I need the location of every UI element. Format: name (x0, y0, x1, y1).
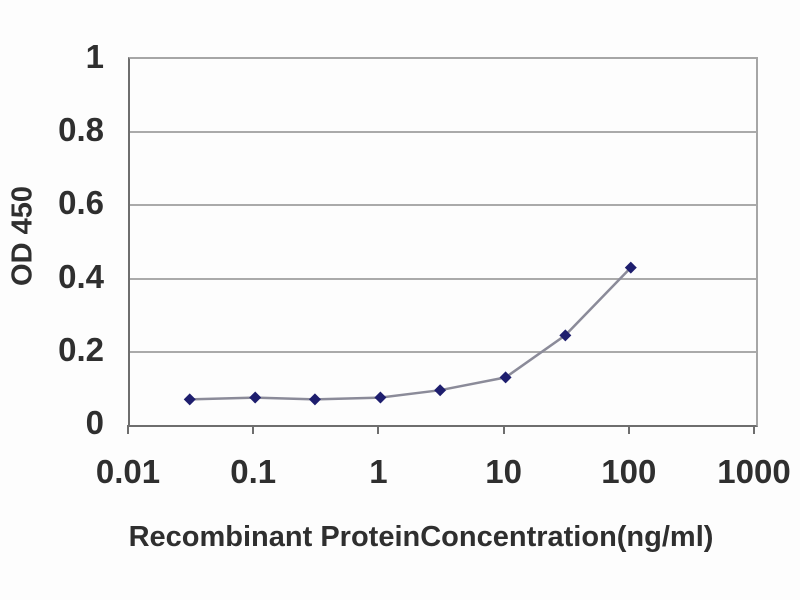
y-tick-label-0.6: 0.6 (58, 184, 104, 222)
gridline-y-0.8 (130, 131, 756, 134)
gridline-y-0.2 (130, 350, 756, 353)
x-tick-mark-0.01 (127, 425, 129, 434)
data-point-marker-0.1 (249, 391, 262, 404)
x-tick-mark-10 (502, 425, 505, 434)
series-line (189, 266, 632, 401)
plot-area (128, 57, 758, 427)
data-point-marker-3 (434, 384, 447, 397)
data-point-marker-30 (559, 329, 572, 342)
x-tick-label-0.01: 0.01 (95, 453, 161, 490)
data-point-marker-100 (624, 261, 637, 274)
x-tick-label-1000: 1000 (717, 453, 791, 490)
gridline-y-0.6 (130, 204, 756, 207)
x-tick-mark-1000 (753, 425, 755, 434)
data-series-curve (183, 261, 637, 406)
x-tick-label-0.1: 0.1 (230, 453, 277, 490)
gridline-y-0.4 (130, 277, 756, 280)
x-tick-mark-0.1 (252, 425, 255, 434)
x-tick-label-1: 1 (369, 453, 388, 490)
data-point-marker-1 (374, 391, 387, 404)
x-tick-mark-1 (377, 425, 380, 434)
x-tick-mark-100 (627, 425, 630, 434)
y-tick-label-1: 1 (85, 38, 104, 75)
y-tick-label-0.2: 0.2 (58, 330, 104, 368)
data-point-marker-0.03 (183, 393, 196, 406)
y-tick-label-0.4: 0.4 (58, 257, 104, 295)
x-tick-label-100: 100 (601, 453, 657, 490)
data-point-marker-0.3 (308, 393, 321, 406)
y-tick-label-0.8: 0.8 (58, 111, 104, 149)
x-axis-title: Recombinant ProteinConcentration(ng/ml) (128, 521, 714, 553)
data-point-marker-10 (499, 371, 512, 384)
y-tick-label-0: 0 (85, 404, 104, 441)
x-tick-label-10: 10 (485, 453, 522, 490)
